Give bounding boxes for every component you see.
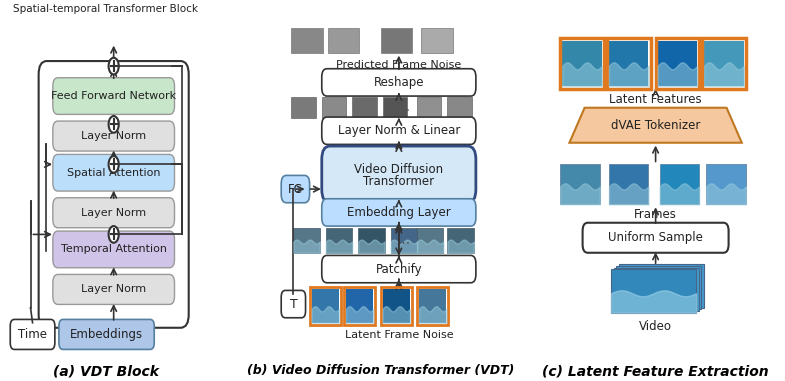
Bar bbox=[607, 38, 651, 89]
Bar bbox=[421, 28, 453, 53]
Bar bbox=[611, 269, 696, 313]
FancyBboxPatch shape bbox=[10, 319, 55, 349]
Text: (a) VDT Block: (a) VDT Block bbox=[53, 365, 159, 378]
Bar bbox=[619, 264, 704, 307]
FancyBboxPatch shape bbox=[322, 146, 476, 203]
Text: Temporal Attention: Temporal Attention bbox=[60, 245, 166, 255]
Text: Transformer: Transformer bbox=[363, 174, 434, 187]
Text: Reshape: Reshape bbox=[374, 76, 424, 89]
Text: Video: Video bbox=[639, 320, 672, 333]
Text: Time: Time bbox=[18, 328, 47, 341]
Bar bbox=[328, 28, 360, 53]
Bar bbox=[352, 97, 377, 118]
Text: Embedding Layer: Embedding Layer bbox=[347, 206, 451, 219]
Text: Layer Norm: Layer Norm bbox=[81, 285, 146, 295]
Text: Embeddings: Embeddings bbox=[70, 328, 143, 341]
FancyBboxPatch shape bbox=[322, 255, 476, 283]
Bar bbox=[312, 290, 339, 323]
Bar bbox=[655, 38, 699, 89]
Polygon shape bbox=[569, 108, 742, 143]
FancyBboxPatch shape bbox=[53, 198, 174, 228]
Bar bbox=[382, 97, 407, 118]
Text: Layer Norm: Layer Norm bbox=[81, 131, 146, 141]
Bar bbox=[417, 97, 441, 118]
Text: T: T bbox=[290, 298, 298, 311]
Text: (c) Latent Feature Extraction: (c) Latent Feature Extraction bbox=[542, 365, 769, 378]
Text: Feed Forward Network: Feed Forward Network bbox=[51, 91, 177, 101]
Text: (b) Video Diffusion Transformer (VDT): (b) Video Diffusion Transformer (VDT) bbox=[247, 365, 514, 378]
FancyBboxPatch shape bbox=[322, 199, 476, 226]
Bar bbox=[381, 28, 412, 53]
Bar bbox=[382, 290, 410, 323]
FancyBboxPatch shape bbox=[322, 117, 476, 144]
Bar bbox=[310, 287, 341, 325]
Text: Spatial Attention: Spatial Attention bbox=[67, 168, 160, 178]
Bar bbox=[417, 228, 444, 253]
Bar bbox=[358, 228, 385, 253]
Bar bbox=[609, 41, 648, 86]
Bar bbox=[419, 290, 447, 323]
Bar bbox=[447, 97, 472, 118]
FancyBboxPatch shape bbox=[281, 290, 305, 318]
Text: ...: ... bbox=[397, 101, 411, 114]
Text: Latent Frame Noise: Latent Frame Noise bbox=[345, 330, 453, 340]
Bar bbox=[560, 38, 604, 89]
Bar bbox=[291, 97, 316, 118]
Bar bbox=[326, 228, 352, 253]
Bar bbox=[704, 41, 744, 86]
Text: Patchify: Patchify bbox=[375, 263, 422, 275]
Bar bbox=[703, 38, 746, 89]
FancyBboxPatch shape bbox=[53, 78, 174, 114]
FancyBboxPatch shape bbox=[59, 319, 154, 349]
FancyBboxPatch shape bbox=[53, 231, 174, 268]
Bar bbox=[291, 28, 323, 53]
Bar bbox=[616, 266, 702, 309]
Circle shape bbox=[108, 226, 119, 243]
Bar bbox=[381, 287, 411, 325]
Circle shape bbox=[108, 156, 119, 173]
Bar bbox=[560, 165, 600, 205]
Bar bbox=[346, 290, 374, 323]
Text: Layer Norm: Layer Norm bbox=[81, 208, 146, 218]
Bar bbox=[447, 228, 474, 253]
Bar bbox=[418, 287, 448, 325]
Text: Layer Norm & Linear: Layer Norm & Linear bbox=[338, 124, 460, 137]
Bar bbox=[609, 165, 648, 205]
Circle shape bbox=[108, 58, 119, 74]
FancyBboxPatch shape bbox=[582, 223, 728, 253]
Bar bbox=[345, 287, 375, 325]
Text: Predicted Frame Noise: Predicted Frame Noise bbox=[336, 61, 462, 70]
FancyBboxPatch shape bbox=[53, 121, 174, 151]
Title: Spatial-temporal Transformer Block: Spatial-temporal Transformer Block bbox=[13, 4, 198, 14]
Bar bbox=[706, 165, 746, 205]
Bar bbox=[658, 41, 697, 86]
FancyBboxPatch shape bbox=[281, 175, 309, 203]
Bar bbox=[322, 97, 346, 118]
Bar bbox=[391, 228, 417, 253]
Text: FC: FC bbox=[288, 182, 303, 195]
Bar bbox=[294, 228, 319, 253]
Text: Video Diffusion: Video Diffusion bbox=[354, 163, 444, 176]
Text: ...: ... bbox=[397, 233, 411, 247]
Bar bbox=[659, 165, 699, 205]
Text: Frames: Frames bbox=[634, 208, 677, 221]
Bar bbox=[614, 268, 699, 311]
Text: dVAE Tokenizer: dVAE Tokenizer bbox=[611, 119, 700, 132]
Text: Latent Features: Latent Features bbox=[609, 93, 702, 106]
FancyBboxPatch shape bbox=[53, 274, 174, 304]
Text: Uniform Sample: Uniform Sample bbox=[608, 231, 703, 244]
FancyBboxPatch shape bbox=[38, 61, 188, 328]
FancyBboxPatch shape bbox=[53, 154, 174, 191]
FancyBboxPatch shape bbox=[322, 69, 476, 96]
Bar bbox=[562, 41, 602, 86]
Circle shape bbox=[108, 116, 119, 133]
